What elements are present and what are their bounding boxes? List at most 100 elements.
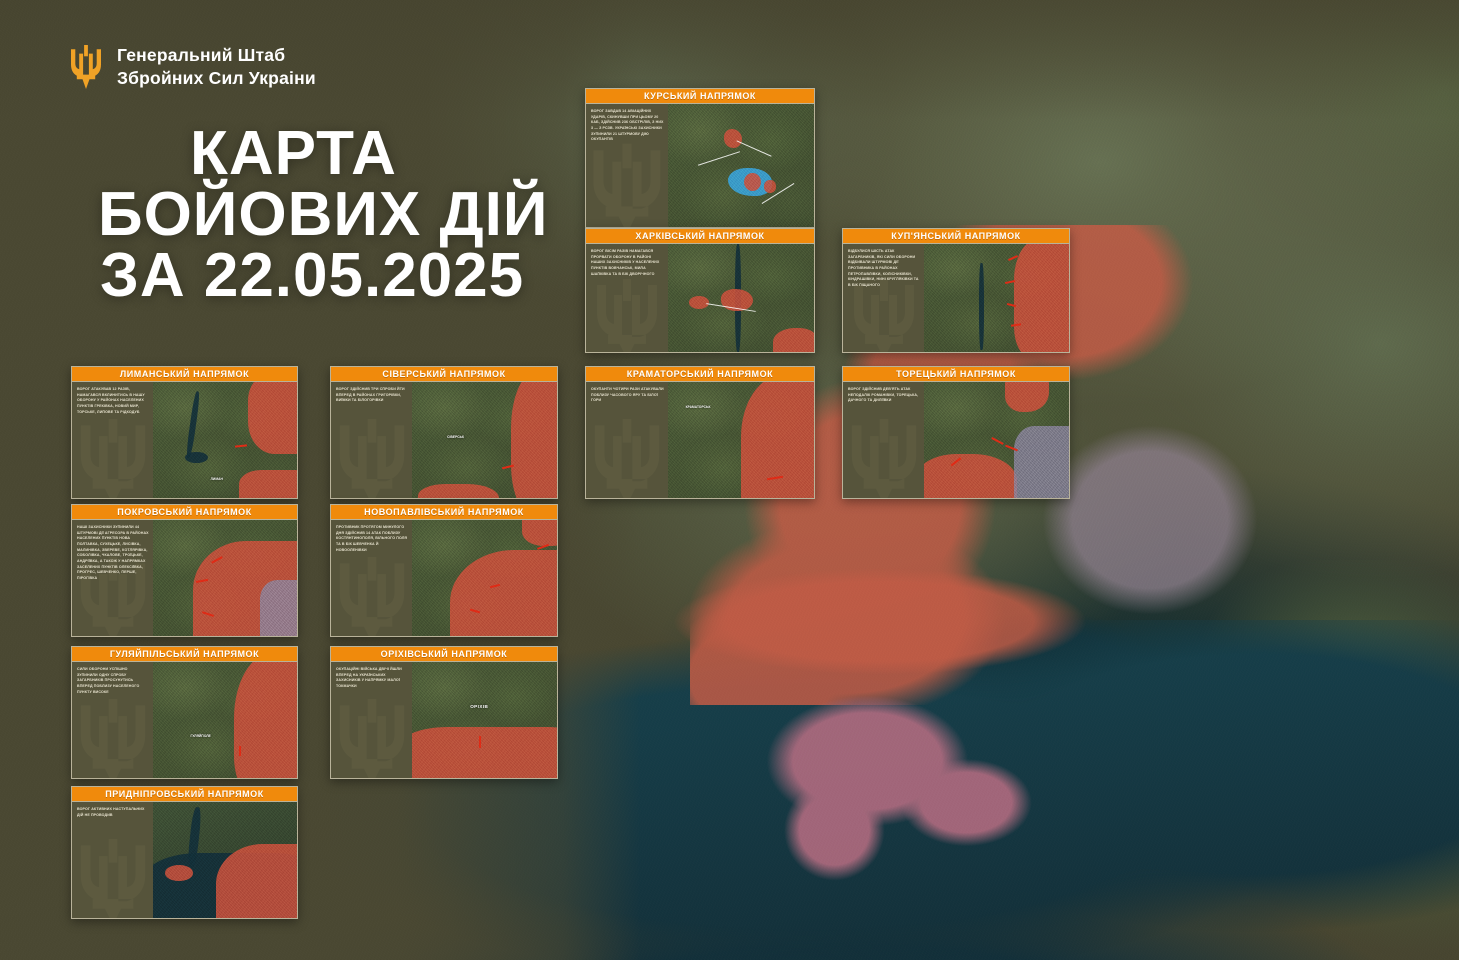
panel-note-kupiansk: ВІДБУЛИСЯ ШІСТЬ АТАК ЗАГАРБНИКІВ, ЯКІ СИ… [848,249,919,288]
panel-body-kramatorsk: ОКУПАНТИ ЧОТИРИ РАЗИ АТАКУВАЛИ ПОБЛИЗУ Ч… [586,382,814,498]
panel-note-prydniprovsk: ВОРОГ АКТИВНИХ НАСТУПАЛЬНИХ ДІЙ НЕ ПРОВО… [77,807,145,817]
panel-title-novopavlivka: НОВОПАВЛІВСЬКИЙ НАПРЯМОК [364,507,524,517]
panel-map-prydniprovsk [153,802,297,918]
panel-header-kramatorsk: КРАМАТОРСЬКИЙ НАПРЯМОК [586,367,814,382]
trident-watermark-icon [593,419,660,498]
panel-toretsk[interactable]: ТОРЕЦЬКИЙ НАПРЯМОК ВОРОГ ЗДІЙСНИВ ДЕВ'ЯТ… [842,366,1070,499]
panel-prydniprovsk[interactable]: ПРИДНІПРОВСЬКИЙ НАПРЯМОК ВОРОГ АКТИВНИХ … [71,786,298,919]
panel-header-huliaipole: ГУЛЯЙПІЛЬСЬКИЙ НАПРЯМОК [72,647,297,662]
panel-header-prydniprovsk: ПРИДНІПРОВСЬКИЙ НАПРЯМОК [72,787,297,802]
panel-title-kupiansk: КУП'ЯНСЬКИЙ НАПРЯМОК [891,231,1021,241]
panel-kharkiv[interactable]: ХАРКІВСЬКИЙ НАПРЯМОК ВОРОГ ВІСІМ РАЗІВ Н… [585,228,815,353]
page-title: КАРТА БОЙОВИХ ДІЙ ЗА 22.05.2025 [98,119,548,310]
panel-note-kharkiv: ВОРОГ ВІСІМ РАЗІВ НАМАГАВСЯ ПРОРВАТИ ОБО… [591,249,660,276]
panel-header-novopavlivka: НОВОПАВЛІВСЬКИЙ НАПРЯМОК [331,505,557,520]
panel-orikhiv[interactable]: ОРІХІВСЬКИЙ НАПРЯМОК ОКУПАЦІЙНІ ВІЙСЬКА … [330,646,558,779]
panel-title-huliaipole: ГУЛЯЙПІЛЬСЬКИЙ НАПРЯМОК [109,649,260,659]
trident-watermark-icon [79,557,145,636]
panel-note-huliaipole: СИЛИ ОБОРОНИ УСПІШНО ЗУПИНИЛИ ОДНУ СПРОБ… [77,667,140,694]
panel-title-orikhiv: ОРІХІВСЬКИЙ НАПРЯМОК [380,649,508,659]
panel-title-pokrovsk: ПОКРОВСЬКИЙ НАПРЯМОК [117,507,252,517]
panel-text-kursk: ВОРОГ ЗАВДАВ 14 АВІАЦІЙНИХ УДАРІВ, СКИНУ… [586,104,669,227]
panel-lyman[interactable]: ЛИМАНСЬКИЙ НАПРЯМОК ВОРОГ АТАКУВАВ 12 РА… [71,366,298,499]
panel-text-kramatorsk: ОКУПАНТИ ЧОТИРИ РАЗИ АТАКУВАЛИ ПОБЛИЗУ Ч… [586,382,669,498]
panel-map-siversk: СІВЕРСЬК [412,382,557,498]
panel-map-orikhiv: ОРІХІВ [412,662,557,778]
trident-icon [71,45,101,90]
panel-text-kharkiv: ВОРОГ ВІСІМ РАЗІВ НАМАГАВСЯ ПРОРВАТИ ОБО… [586,244,669,352]
panel-header-pokrovsk: ПОКРОВСЬКИЙ НАПРЯМОК [72,505,297,520]
panel-map-kharkiv [668,244,814,352]
panel-map-kramatorsk: КРАМАТОРСЬК [668,382,814,498]
panel-map-huliaipole: ГУЛЯЙПОЛЕ [153,662,297,778]
panel-map-lyman: ЛИМАН [153,382,297,498]
trident-watermark-icon [338,557,405,636]
panel-header-kharkiv: ХАРКІВСЬКИЙ НАПРЯМОК [586,229,814,244]
panel-body-orikhiv: ОКУПАЦІЙНІ ВІЙСЬКА ДВІЧІ ЙШЛИ ВПЕРЕД НА … [331,662,557,778]
crimea-zone [742,660,1072,890]
panel-text-kupiansk: ВІДБУЛИСЯ ШІСТЬ АТАК ЗАГАРБНИКІВ, ЯКІ СИ… [843,244,925,352]
panel-title-kharkiv: ХАРКІВСЬКИЙ НАПРЯМОК [635,231,765,241]
trident-watermark-icon [79,419,145,498]
panel-note-siversk: ВОРОГ ЗДІЙСНИВ ТРИ СПРОБИ ЙТИ ВПЕРЕД В Р… [336,387,405,403]
trident-watermark-icon [850,419,917,498]
map-label-siversk: СІВЕРСЬК [447,435,465,440]
trident-watermark-icon [79,699,145,778]
map-label-kramatorsk: КРАМАТОРСЬК [685,405,711,410]
panel-text-pokrovsk: НАШІ ЗАХИСНИКИ ЗУПИНИЛИ 44 ШТУРМОВІ ДІЇ … [72,520,153,636]
panel-title-lyman: ЛИМАНСЬКИЙ НАПРЯМОК [119,369,250,379]
panel-note-toretsk: ВОРОГ ЗДІЙСНИВ ДЕВ'ЯТЬ АТАК НЕПОДАЛІК РО… [848,387,919,403]
panel-body-pokrovsk: НАШІ ЗАХИСНИКИ ЗУПИНИЛИ 44 ШТУРМОВІ ДІЇ … [72,520,297,636]
panel-text-prydniprovsk: ВОРОГ АКТИВНИХ НАСТУПАЛЬНИХ ДІЙ НЕ ПРОВО… [72,802,153,918]
panel-map-pokrovsk [153,520,297,636]
map-label-orikhiv: ОРІХІВ [470,703,489,709]
panel-map-kupiansk [924,244,1069,352]
panel-body-kharkiv: ВОРОГ ВІСІМ РАЗІВ НАМАГАВСЯ ПРОРВАТИ ОБО… [586,244,814,352]
panel-note-novopavlivka: ПРОТИВНИК ПРОТЯГОМ МИНУЛОГО ДНЯ ЗДІЙСНИВ… [336,525,408,552]
panel-body-kupiansk: ВІДБУЛИСЯ ШІСТЬ АТАК ЗАГАРБНИКІВ, ЯКІ СИ… [843,244,1069,352]
trident-watermark-icon [79,839,145,918]
panel-body-toretsk: ВОРОГ ЗДІЙСНИВ ДЕВ'ЯТЬ АТАК НЕПОДАЛІК РО… [843,382,1069,498]
panel-note-orikhiv: ОКУПАЦІЙНІ ВІЙСЬКА ДВІЧІ ЙШЛИ ВПЕРЕД НА … [336,667,402,689]
panel-siversk[interactable]: СІВЕРСЬКИЙ НАПРЯМОК ВОРОГ ЗДІЙСНИВ ТРИ С… [330,366,558,499]
trident-watermark-icon [338,699,405,778]
panel-text-toretsk: ВОРОГ ЗДІЙСНИВ ДЕВ'ЯТЬ АТАК НЕПОДАЛІК РО… [843,382,925,498]
panel-body-huliaipole: СИЛИ ОБОРОНИ УСПІШНО ЗУПИНИЛИ ОДНУ СПРОБ… [72,662,297,778]
panel-kursk[interactable]: КУРСЬКИЙ НАПРЯМОК ВОРОГ ЗАВДАВ 14 АВІАЦІ… [585,88,815,228]
panel-header-kupiansk: КУП'ЯНСЬКИЙ НАПРЯМОК [843,229,1069,244]
map-label-lyman: ЛИМАН [210,477,223,482]
page-title-line-1: КАРТА [190,119,397,188]
panel-title-prydniprovsk: ПРИДНІПРОВСЬКИЙ НАПРЯМОК [105,789,264,799]
panel-kramatorsk[interactable]: КРАМАТОРСЬКИЙ НАПРЯМОК ОКУПАНТИ ЧОТИРИ Р… [585,366,815,499]
panel-text-novopavlivka: ПРОТИВНИК ПРОТЯГОМ МИНУЛОГО ДНЯ ЗДІЙСНИВ… [331,520,413,636]
page-title-line-3: ЗА 22.05.2025 [100,240,525,310]
panel-pokrovsk[interactable]: ПОКРОВСЬКИЙ НАПРЯМОК НАШІ ЗАХИСНИКИ ЗУПИ… [71,504,298,637]
panel-huliaipole[interactable]: ГУЛЯЙПІЛЬСЬКИЙ НАПРЯМОК СИЛИ ОБОРОНИ УСП… [71,646,298,779]
panel-text-lyman: ВОРОГ АТАКУВАВ 12 РАЗІВ, НАМАГАВСЯ ВКЛИН… [72,382,153,498]
panel-header-lyman: ЛИМАНСЬКИЙ НАПРЯМОК [72,367,297,382]
panel-map-kursk [668,104,814,227]
panel-kupiansk[interactable]: КУП'ЯНСЬКИЙ НАПРЯМОК ВІДБУЛИСЯ ШІСТЬ АТА… [842,228,1070,353]
panel-map-toretsk [924,382,1069,498]
panel-text-siversk: ВОРОГ ЗДІЙСНИВ ТРИ СПРОБИ ЙТИ ВПЕРЕД В Р… [331,382,413,498]
panel-body-prydniprovsk: ВОРОГ АКТИВНИХ НАСТУПАЛЬНИХ ДІЙ НЕ ПРОВО… [72,802,297,918]
panel-header-kursk: КУРСЬКИЙ НАПРЯМОК [586,89,814,104]
trident-watermark-icon [850,278,917,352]
panel-text-orikhiv: ОКУПАЦІЙНІ ВІЙСЬКА ДВІЧІ ЙШЛИ ВПЕРЕД НА … [331,662,413,778]
map-label-huliaipole: ГУЛЯЙПОЛЕ [190,733,211,738]
panel-map-novopavlivka [412,520,557,636]
brand-block: Генеральний Штаб Збройних Сил Украіни [71,44,316,90]
panel-novopavlivka[interactable]: НОВОПАВЛІВСЬКИЙ НАПРЯМОК ПРОТИВНИК ПРОТЯ… [330,504,558,637]
trident-watermark-icon [593,278,660,352]
panel-header-siversk: СІВЕРСЬКИЙ НАПРЯМОК [331,367,557,382]
panel-title-siversk: СІВЕРСЬКИЙ НАПРЯМОК [382,369,506,379]
brand-title: Генеральний Штаб Збройних Сил Украіни [117,45,316,89]
panel-text-huliaipole: СИЛИ ОБОРОНИ УСПІШНО ЗУПИНИЛИ ОДНУ СПРОБ… [72,662,153,778]
panel-header-toretsk: ТОРЕЦЬКИЙ НАПРЯМОК [843,367,1069,382]
panel-body-siversk: ВОРОГ ЗДІЙСНИВ ТРИ СПРОБИ ЙТИ ВПЕРЕД В Р… [331,382,557,498]
panel-note-pokrovsk: НАШІ ЗАХИСНИКИ ЗУПИНИЛИ 44 ШТУРМОВІ ДІЇ … [77,525,149,581]
panel-note-kramatorsk: ОКУПАНТИ ЧОТИРИ РАЗИ АТАКУВАЛИ ПОБЛИЗУ Ч… [591,387,664,403]
trident-watermark-icon [338,419,405,498]
panel-note-lyman: ВОРОГ АТАКУВАВ 12 РАЗІВ, НАМАГАВСЯ ВКЛИН… [77,387,145,414]
